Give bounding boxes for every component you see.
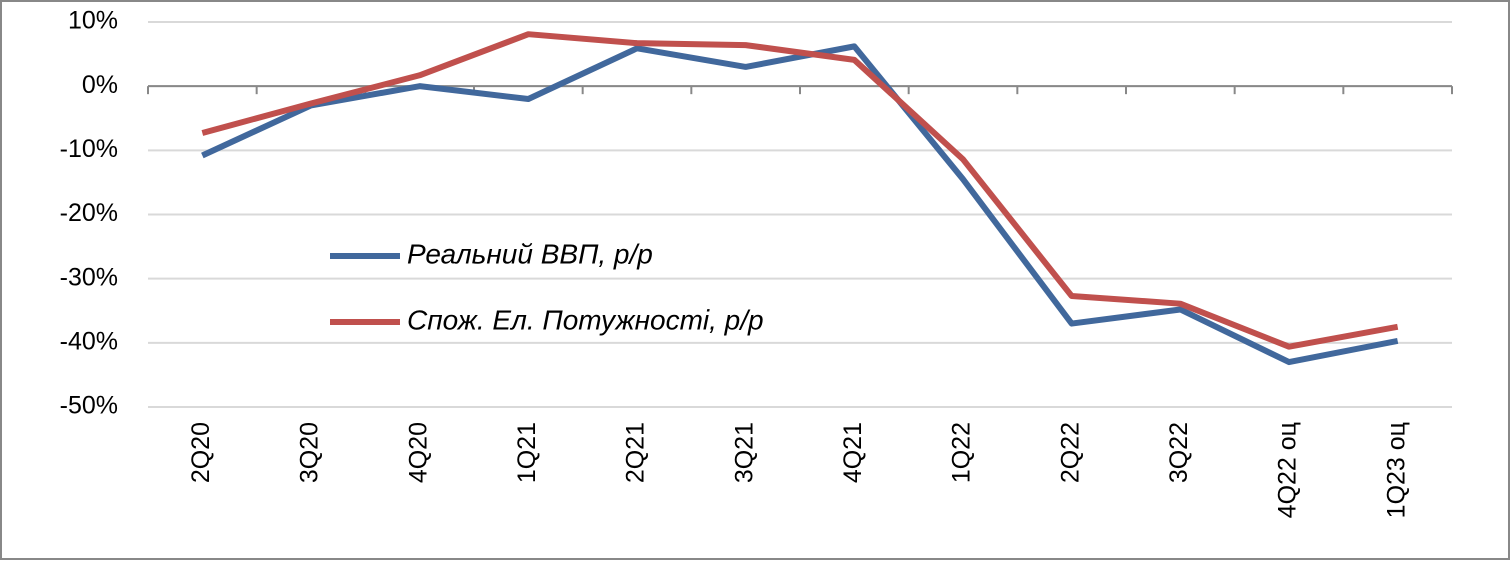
series-line [201,43,1399,366]
x-tick-label: 4Q21 [839,422,867,483]
legend-label: Спож. Ел. Потужності, р/р [407,304,764,335]
y-tick-label: -30% [60,263,118,291]
y-tick-label: -40% [60,327,118,355]
y-tick-label: 10% [68,7,118,35]
x-tick-label: 3Q22 [1165,422,1193,483]
x-tick-label: 1Q23 оц [1382,422,1410,518]
x-tick-label: 2Q21 [622,422,650,483]
x-tick-label: 2Q20 [187,422,215,483]
x-tick-label: 1Q22 [948,422,976,483]
y-tick-label: -50% [60,392,118,420]
y-tick-label: 0% [82,71,118,99]
x-tick-label: 3Q21 [730,422,758,483]
x-tick-label: 1Q21 [513,422,541,483]
y-tick-label: -20% [60,199,118,227]
y-tick-label: -10% [60,135,118,163]
x-tick-label: 4Q20 [404,422,432,483]
x-tick-label: 4Q22 оц [1274,422,1302,518]
legend-label: Реальний ВВП, р/р [407,238,653,269]
x-tick-label: 3Q20 [296,422,324,483]
x-tick-label: 2Q22 [1056,422,1084,483]
series-line [201,31,1399,350]
